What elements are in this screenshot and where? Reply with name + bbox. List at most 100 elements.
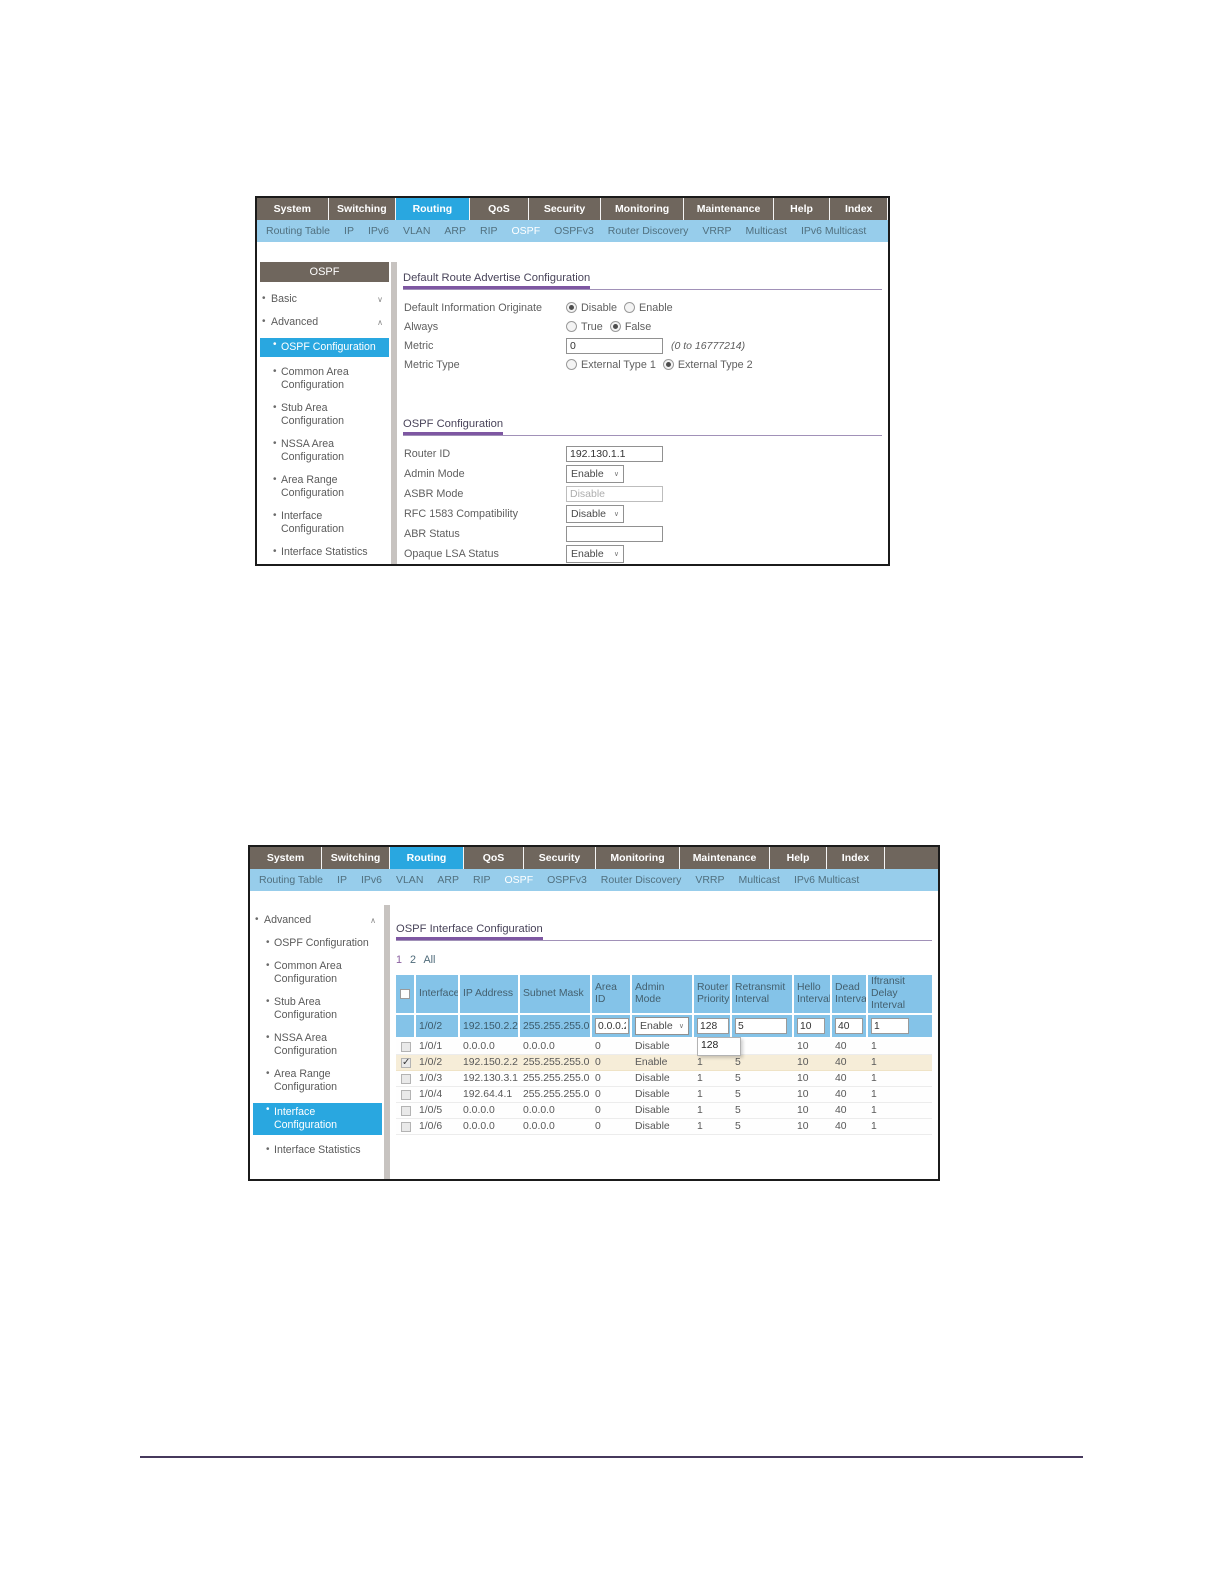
sidebar-item-stub-area-configuration[interactable]: Stub Area Configuration — [253, 995, 382, 1023]
sidebar-item-ospf-configuration[interactable]: OSPF Configuration — [253, 936, 382, 951]
subnav-arp[interactable]: ARP — [437, 874, 459, 886]
subnav-arp[interactable]: ARP — [444, 225, 466, 237]
sidebar-item-advanced[interactable]: Advanced ∧ — [253, 913, 382, 928]
tab-help[interactable]: Help — [770, 847, 827, 869]
sidebar-item-interface-configuration[interactable]: Interface Configuration — [260, 509, 389, 537]
row-checkbox-checked[interactable] — [401, 1057, 411, 1068]
subnav-ipv6-multicast[interactable]: IPv6 Multicast — [800, 225, 867, 237]
sidebar: Advanced ∧ OSPF Configuration Common Are… — [253, 913, 382, 1166]
tab-security[interactable]: Security — [524, 847, 596, 869]
tab-routing[interactable]: Routing — [396, 198, 470, 220]
page-2-link[interactable]: 2 — [410, 954, 417, 966]
subnav-router-discovery[interactable]: Router Discovery — [600, 874, 682, 886]
tab-index[interactable]: Index — [830, 198, 888, 220]
subnav-rip[interactable]: RIP — [473, 874, 491, 886]
subnav-vrrp[interactable]: VRRP — [702, 225, 732, 237]
tab-index[interactable]: Index — [827, 847, 885, 869]
admin-mode-select[interactable]: Enable ∨ — [635, 1017, 689, 1035]
sidebar-item-advanced[interactable]: Advanced ∧ — [260, 315, 389, 330]
subnav-multicast[interactable]: Multicast — [738, 874, 780, 886]
row-checkbox[interactable] — [401, 1105, 411, 1116]
tab-system[interactable]: System — [257, 198, 329, 220]
autocomplete-suggestion[interactable]: 128 — [697, 1037, 741, 1056]
tab-monitoring[interactable]: Monitoring — [596, 847, 680, 869]
tab-qos[interactable]: QoS — [464, 847, 524, 869]
tab-routing[interactable]: Routing — [390, 847, 464, 869]
subnav-vrrp[interactable]: VRRP — [695, 874, 725, 886]
table-row: 1/0/3 192.130.3.1 255.255.255.0 0 Disabl… — [396, 1071, 932, 1087]
sidebar-item-basic[interactable]: Basic ∨ — [260, 292, 389, 307]
radio-external-type-1[interactable] — [566, 359, 577, 370]
radio-true[interactable] — [566, 321, 577, 332]
field-admin-mode: Admin Mode Enable ∨ — [403, 464, 882, 484]
iftransit-delay-input[interactable] — [871, 1018, 909, 1034]
subnav-vlan[interactable]: VLAN — [395, 874, 424, 886]
subnav-routing-table[interactable]: Routing Table — [259, 874, 324, 886]
tab-switching[interactable]: Switching — [329, 198, 397, 220]
col-header-area-id: Area ID — [592, 975, 632, 1013]
radio-external-type-2[interactable] — [662, 359, 674, 370]
tab-maintenance[interactable]: Maintenance — [684, 198, 774, 220]
subnav-ospf[interactable]: OSPF — [504, 874, 534, 886]
admin-mode-select[interactable]: Enable ∨ — [566, 465, 624, 483]
sidebar-item-interface-statistics[interactable]: Interface Statistics — [253, 1143, 382, 1158]
field-rfc-1583: RFC 1583 Compatibility Disable ∨ — [403, 504, 882, 524]
sidebar-item-common-area-configuration[interactable]: Common Area Configuration — [260, 365, 389, 393]
tab-switching[interactable]: Switching — [322, 847, 390, 869]
router-id-input[interactable] — [566, 446, 663, 462]
radio-enable[interactable] — [624, 302, 636, 313]
row-checkbox[interactable] — [401, 1073, 411, 1084]
tab-qos[interactable]: QoS — [470, 198, 530, 220]
sidebar-item-nssa-area-configuration[interactable]: NSSA Area Configuration — [253, 1031, 382, 1059]
col-header-retransmit-interval: Retransmit Interval — [732, 975, 794, 1013]
page-all-link[interactable]: All — [423, 954, 436, 966]
sidebar-item-area-range-configuration[interactable]: Area Range Configuration — [260, 473, 389, 501]
subnav-ospf[interactable]: OSPF — [511, 225, 541, 237]
subnav-ipv6[interactable]: IPv6 — [360, 874, 382, 886]
subnav-router-discovery[interactable]: Router Discovery — [607, 225, 689, 237]
field-label: Opaque LSA Status — [404, 548, 499, 560]
subnav-vlan[interactable]: VLAN — [402, 225, 431, 237]
sidebar-item-stub-area-configuration[interactable]: Stub Area Configuration — [260, 401, 389, 429]
abr-status-input[interactable] — [566, 526, 663, 542]
subnav-ospfv3[interactable]: OSPFv3 — [554, 225, 594, 237]
subnav-rip[interactable]: RIP — [480, 225, 498, 237]
sidebar-item-ospf-configuration[interactable]: OSPF Configuration — [260, 338, 389, 357]
hello-interval-input[interactable] — [797, 1018, 825, 1034]
chevron-up-icon: ∧ — [370, 916, 376, 925]
tab-monitoring[interactable]: Monitoring — [601, 198, 685, 220]
tab-maintenance[interactable]: Maintenance — [680, 847, 770, 869]
subnav-ip[interactable]: IP — [337, 874, 347, 886]
select-all-checkbox[interactable] — [400, 989, 410, 999]
sidebar-item-nssa-area-configuration[interactable]: NSSA Area Configuration — [260, 437, 389, 465]
sidebar-item-common-area-configuration[interactable]: Common Area Configuration — [253, 959, 382, 987]
tab-system[interactable]: System — [250, 847, 322, 869]
sidebar-item-area-range-configuration[interactable]: Area Range Configuration — [253, 1067, 382, 1095]
sidebar-scrollbar[interactable] — [384, 905, 390, 1179]
sidebar-scrollbar[interactable] — [391, 262, 397, 564]
radio-disable[interactable] — [566, 302, 577, 313]
subnav-ipv6-multicast[interactable]: IPv6 Multicast — [793, 874, 860, 886]
subnav-ip[interactable]: IP — [344, 225, 354, 237]
subnav-ipv6[interactable]: IPv6 — [367, 225, 389, 237]
radio-false[interactable] — [609, 321, 621, 332]
tab-help[interactable]: Help — [774, 198, 831, 220]
rfc-1583-select[interactable]: Disable ∨ — [566, 505, 624, 523]
retransmit-interval-input[interactable] — [735, 1018, 787, 1034]
page-1-link[interactable]: 1 — [396, 954, 403, 966]
sidebar-item-interface-statistics[interactable]: Interface Statistics — [260, 545, 389, 560]
subnav-ospfv3[interactable]: OSPFv3 — [547, 874, 587, 886]
metric-input[interactable] — [566, 337, 663, 354]
dead-interval-input[interactable] — [835, 1018, 863, 1034]
row-checkbox[interactable] — [401, 1089, 411, 1100]
subnav-routing-table[interactable]: Routing Table — [266, 225, 331, 237]
row-checkbox[interactable] — [401, 1041, 411, 1052]
subnav-multicast[interactable]: Multicast — [745, 225, 787, 237]
sidebar-item-interface-configuration[interactable]: Interface Configuration — [253, 1103, 382, 1135]
router-priority-input[interactable] — [697, 1018, 729, 1034]
opaque-lsa-select[interactable]: Enable ∨ — [566, 545, 624, 563]
field-router-id: Router ID — [403, 444, 882, 464]
area-id-input[interactable] — [595, 1018, 629, 1034]
tab-security[interactable]: Security — [529, 198, 601, 220]
row-checkbox[interactable] — [401, 1121, 411, 1132]
